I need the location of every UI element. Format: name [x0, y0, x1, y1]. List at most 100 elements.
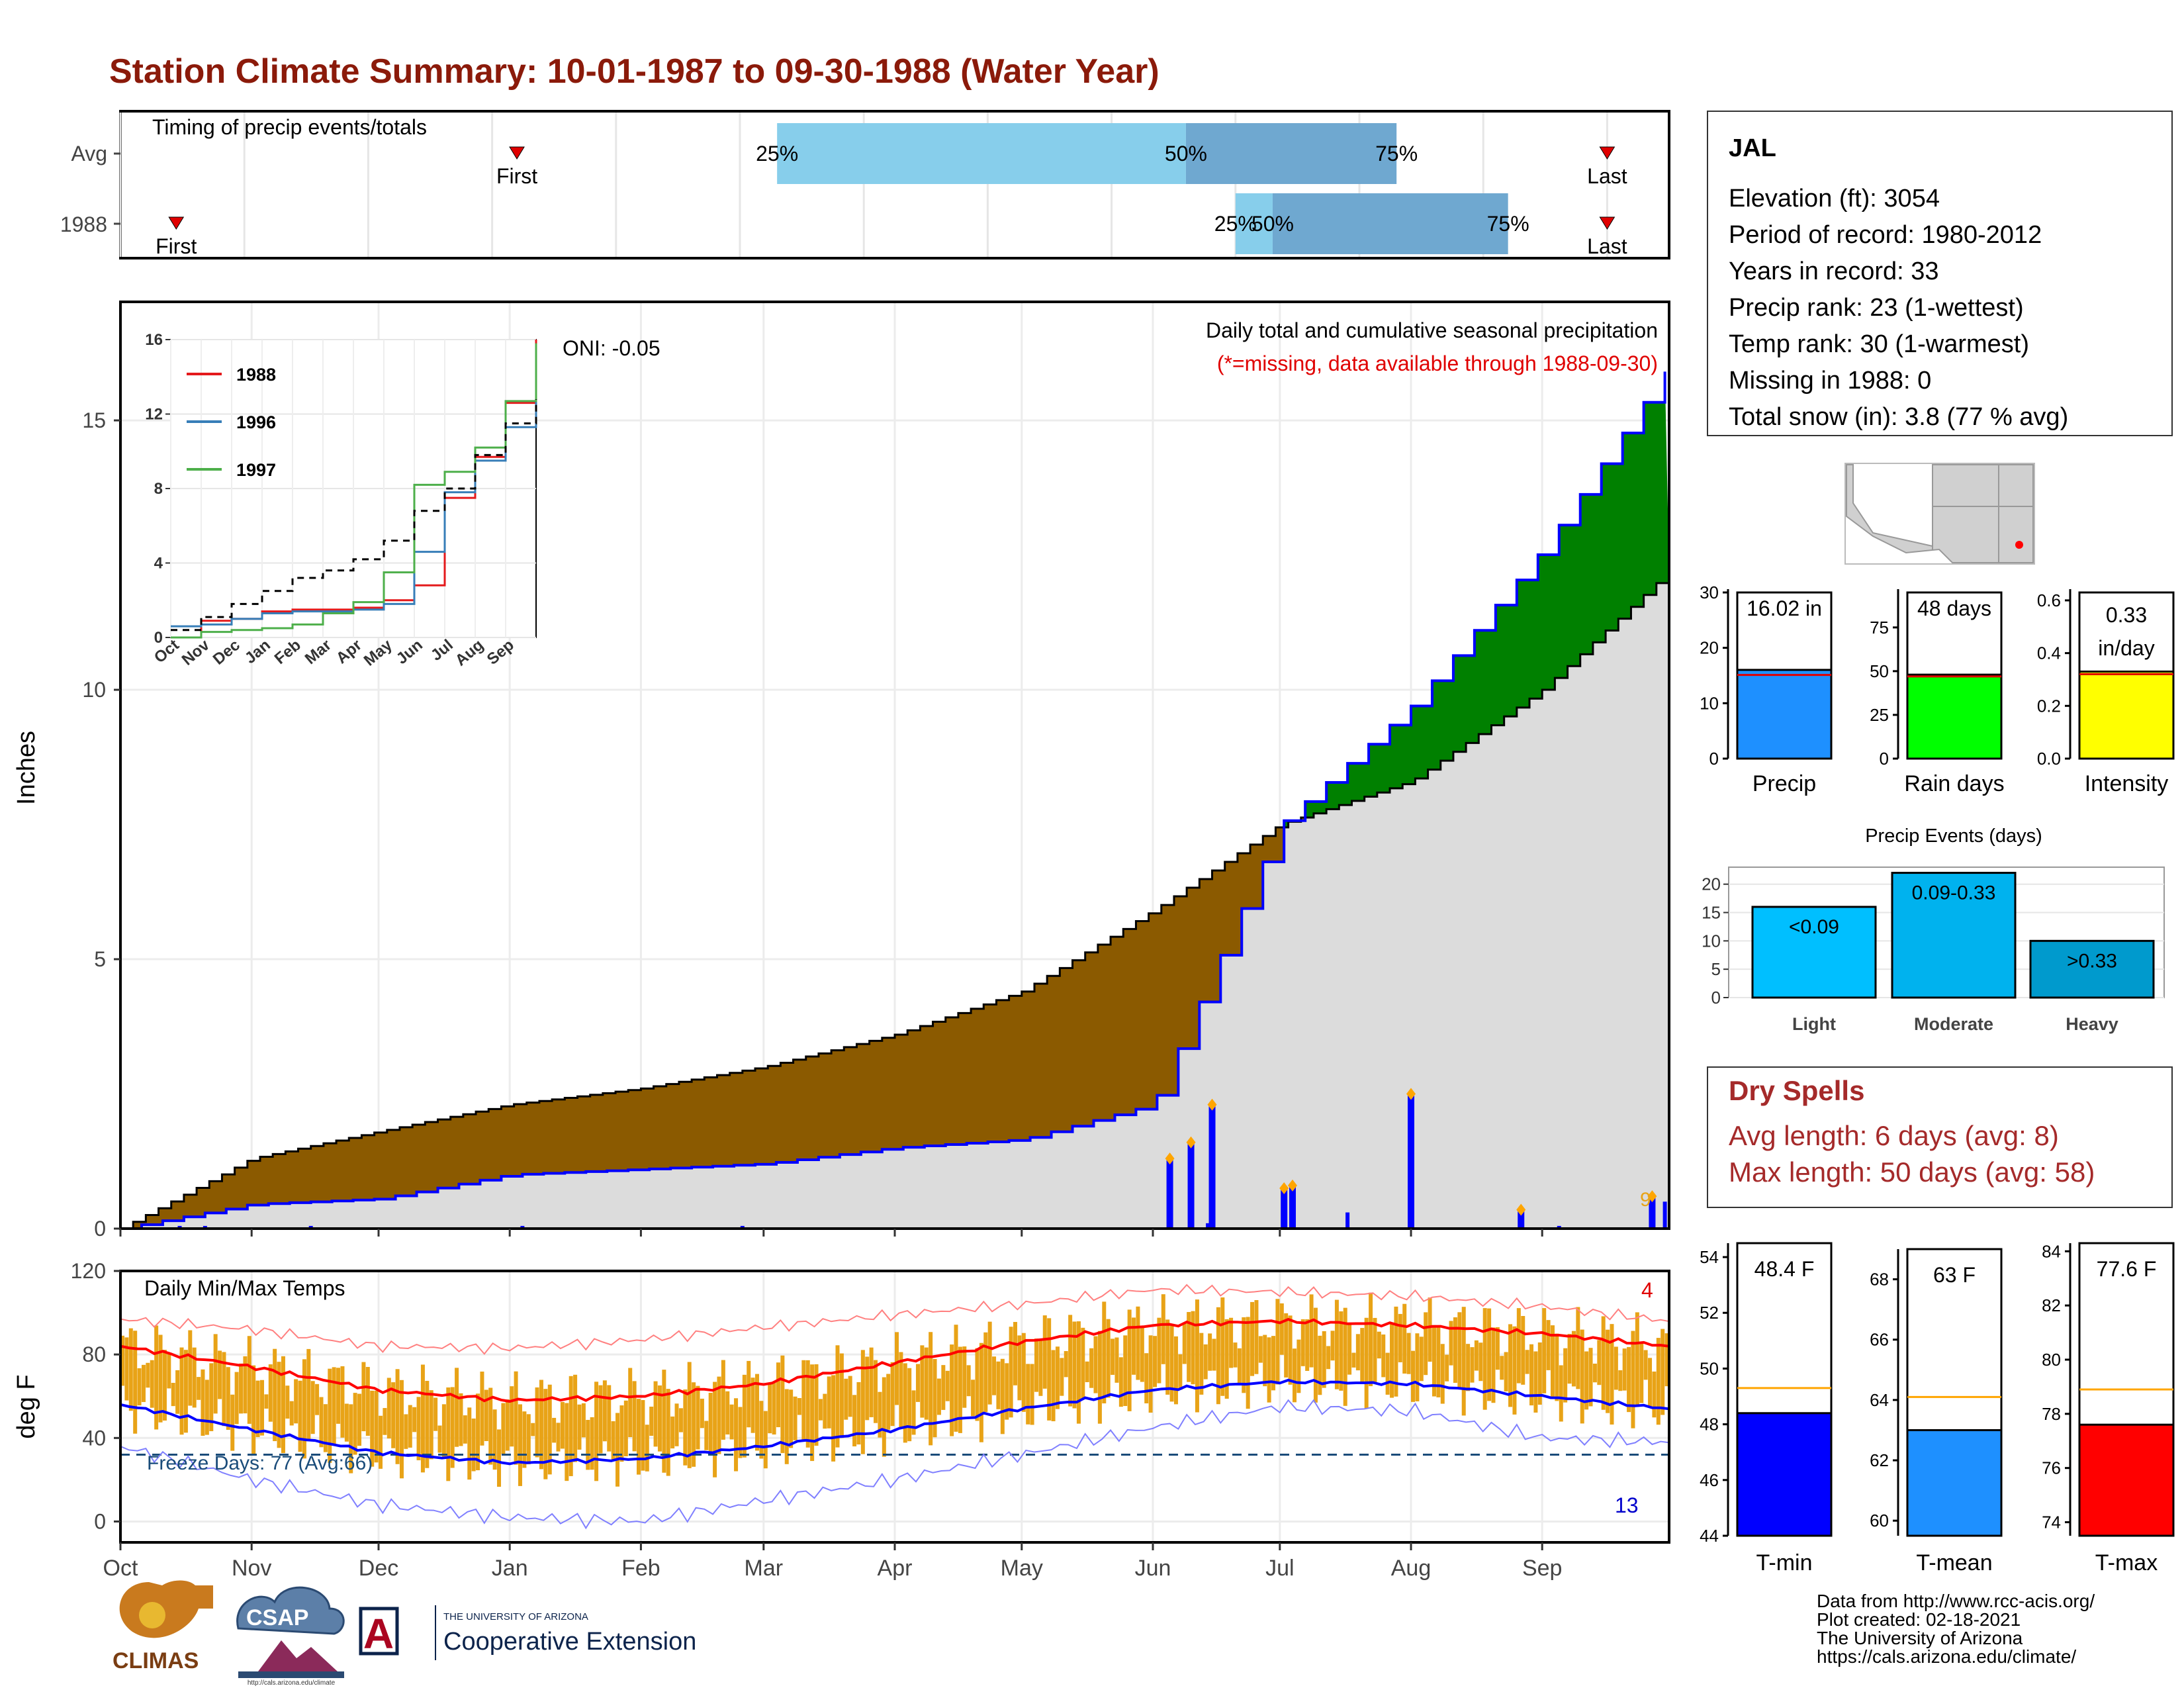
daily-temp-bar [1021, 1333, 1026, 1412]
daily-temp-bar [259, 1380, 264, 1436]
daily-temp-bar [590, 1417, 594, 1470]
daily-temp-bar [1482, 1308, 1487, 1410]
daily-temp-bar [1157, 1317, 1161, 1383]
missing-note: (*=missing, data available through 1988-… [1217, 352, 1658, 375]
daily-temp-bar [1246, 1317, 1250, 1409]
station-line-precip-rank: Precip rank: 23 (1-wettest) [1729, 294, 2024, 322]
daily-temp-bar [344, 1403, 349, 1442]
small-bar-Rain days [1906, 673, 2003, 760]
daily-temp-bar [573, 1374, 578, 1462]
daily-temp-bar [1030, 1364, 1034, 1425]
temp-summary-tick-label: 48 [1700, 1415, 1719, 1434]
daily-temp-bar [1047, 1318, 1052, 1421]
daily-temp-bar [1470, 1347, 1475, 1383]
temp-summary-value-label: 48.4 F [1754, 1257, 1815, 1281]
event-precip-bar [1208, 1104, 1216, 1229]
daily-temp-bar [581, 1403, 586, 1438]
daily-temp-bar [171, 1383, 175, 1407]
daily-temp-bar [1224, 1319, 1229, 1399]
temp-summary-tick-label: 62 [1870, 1450, 1889, 1470]
daily-temp-bar [637, 1399, 641, 1475]
timing-year-last-label: Last [1587, 234, 1627, 258]
daily-temp-bar [1005, 1363, 1009, 1420]
daily-temp-bar [336, 1368, 341, 1424]
daily-temp-bar [1288, 1315, 1293, 1385]
daily-temp-bar [784, 1389, 789, 1464]
daily-temp-bar [167, 1352, 171, 1389]
events-category-label: Moderate [1914, 1014, 1993, 1034]
temp-summary-tick-label: 82 [2042, 1295, 2061, 1315]
ua-logo: A THE UNIVERSITY OF ARIZONA Cooperative … [359, 1605, 696, 1660]
small-bar-tick-label: 25 [1870, 705, 1889, 725]
daily-temp-bar [1411, 1350, 1415, 1402]
daily-temp-bar [243, 1356, 248, 1414]
daily-precip-bar [203, 1225, 207, 1229]
daily-temp-bar [1199, 1333, 1204, 1395]
daily-temp-bar [915, 1364, 920, 1402]
daily-temp-bar [1038, 1338, 1043, 1396]
daily-temp-bar [1263, 1335, 1267, 1387]
daily-temp-bar [1212, 1338, 1216, 1371]
month-tick-label: Sep [1522, 1556, 1563, 1581]
daily-temp-bar [1355, 1334, 1360, 1371]
daily-temp-bar [1537, 1342, 1542, 1405]
daily-temp-bar [1504, 1352, 1508, 1391]
station-info-box: JAL Elevation (ft): 3054 Period of recor… [1707, 111, 2173, 436]
daily-temp-bar [890, 1362, 895, 1427]
climas-logo-text: CLIMAS [113, 1648, 199, 1673]
inset-y-tick-label: 0 [154, 629, 163, 647]
daily-temp-bar [670, 1416, 675, 1449]
daily-temp-bar [492, 1409, 497, 1470]
csap-logo-url: http://cals.arizona.edu/climate [248, 1679, 336, 1687]
daily-temp-bar [1339, 1311, 1343, 1391]
daily-temp-bar [1297, 1339, 1301, 1393]
daily-temp-bar [1466, 1344, 1471, 1391]
timing-avg-pct-label: 50% [1165, 142, 1207, 165]
daily-temp-bar [294, 1379, 298, 1424]
daily-temp-bar [201, 1369, 205, 1436]
daily-temp-bar [907, 1368, 912, 1442]
events-bar-label: <0.09 [1789, 916, 1839, 938]
inset-y-tick-label: 4 [154, 555, 163, 573]
daily-temp-bar [277, 1362, 281, 1448]
daily-temp-bar [1178, 1354, 1183, 1390]
daily-temp-bar [441, 1404, 446, 1458]
daily-temp-bar [323, 1404, 328, 1452]
daily-temp-bar [306, 1348, 311, 1441]
avg-cumulative-fill [120, 571, 1669, 1229]
daily-temp-bar [365, 1366, 370, 1436]
daily-temp-bar [353, 1393, 357, 1455]
temp-summary-value-label: 63 F [1933, 1263, 1976, 1287]
timing-year-pct-label: 25% [1214, 212, 1257, 236]
daily-temp-bar [1385, 1352, 1390, 1395]
daily-temp-bar [1661, 1329, 1665, 1415]
daily-temp-bar [827, 1376, 831, 1429]
daily-temp-bar [539, 1380, 543, 1470]
temp-summary-value-label: 77.6 F [2097, 1257, 2157, 1281]
daily-temp-bar [150, 1360, 154, 1408]
station-info-frame [1707, 111, 2173, 436]
month-tick-label: Apr [878, 1556, 913, 1581]
daily-temp-bar [1060, 1358, 1064, 1396]
daily-temp-bar [1187, 1311, 1191, 1382]
daily-temp-bar [1220, 1297, 1225, 1396]
daily-temp-bar [1453, 1317, 1457, 1383]
daily-temp-bar [734, 1398, 739, 1472]
small-bar-category-label: Intensity [2085, 771, 2169, 796]
daily-temp-bar [1373, 1317, 1377, 1383]
daily-temp-bar [510, 1386, 514, 1447]
event-marker [1279, 1182, 1289, 1194]
station-line-period: Period of record: 1980-2012 [1729, 221, 2042, 249]
events-category-label: Light [1792, 1014, 1836, 1034]
daily-temp-bar [1068, 1315, 1073, 1407]
daily-temp-bar [437, 1425, 442, 1453]
daily-temp-bar [416, 1397, 421, 1460]
daily-temp-bar [979, 1342, 983, 1442]
daily-temp-bar [1042, 1315, 1047, 1389]
daily-temp-bar [945, 1370, 950, 1401]
daily-temp-bar [1592, 1364, 1597, 1383]
timing-avg-pct-label: 75% [1375, 142, 1418, 165]
small-bar-value-label: 16.02 in [1747, 596, 1822, 620]
daily-temp-bar [721, 1360, 725, 1440]
